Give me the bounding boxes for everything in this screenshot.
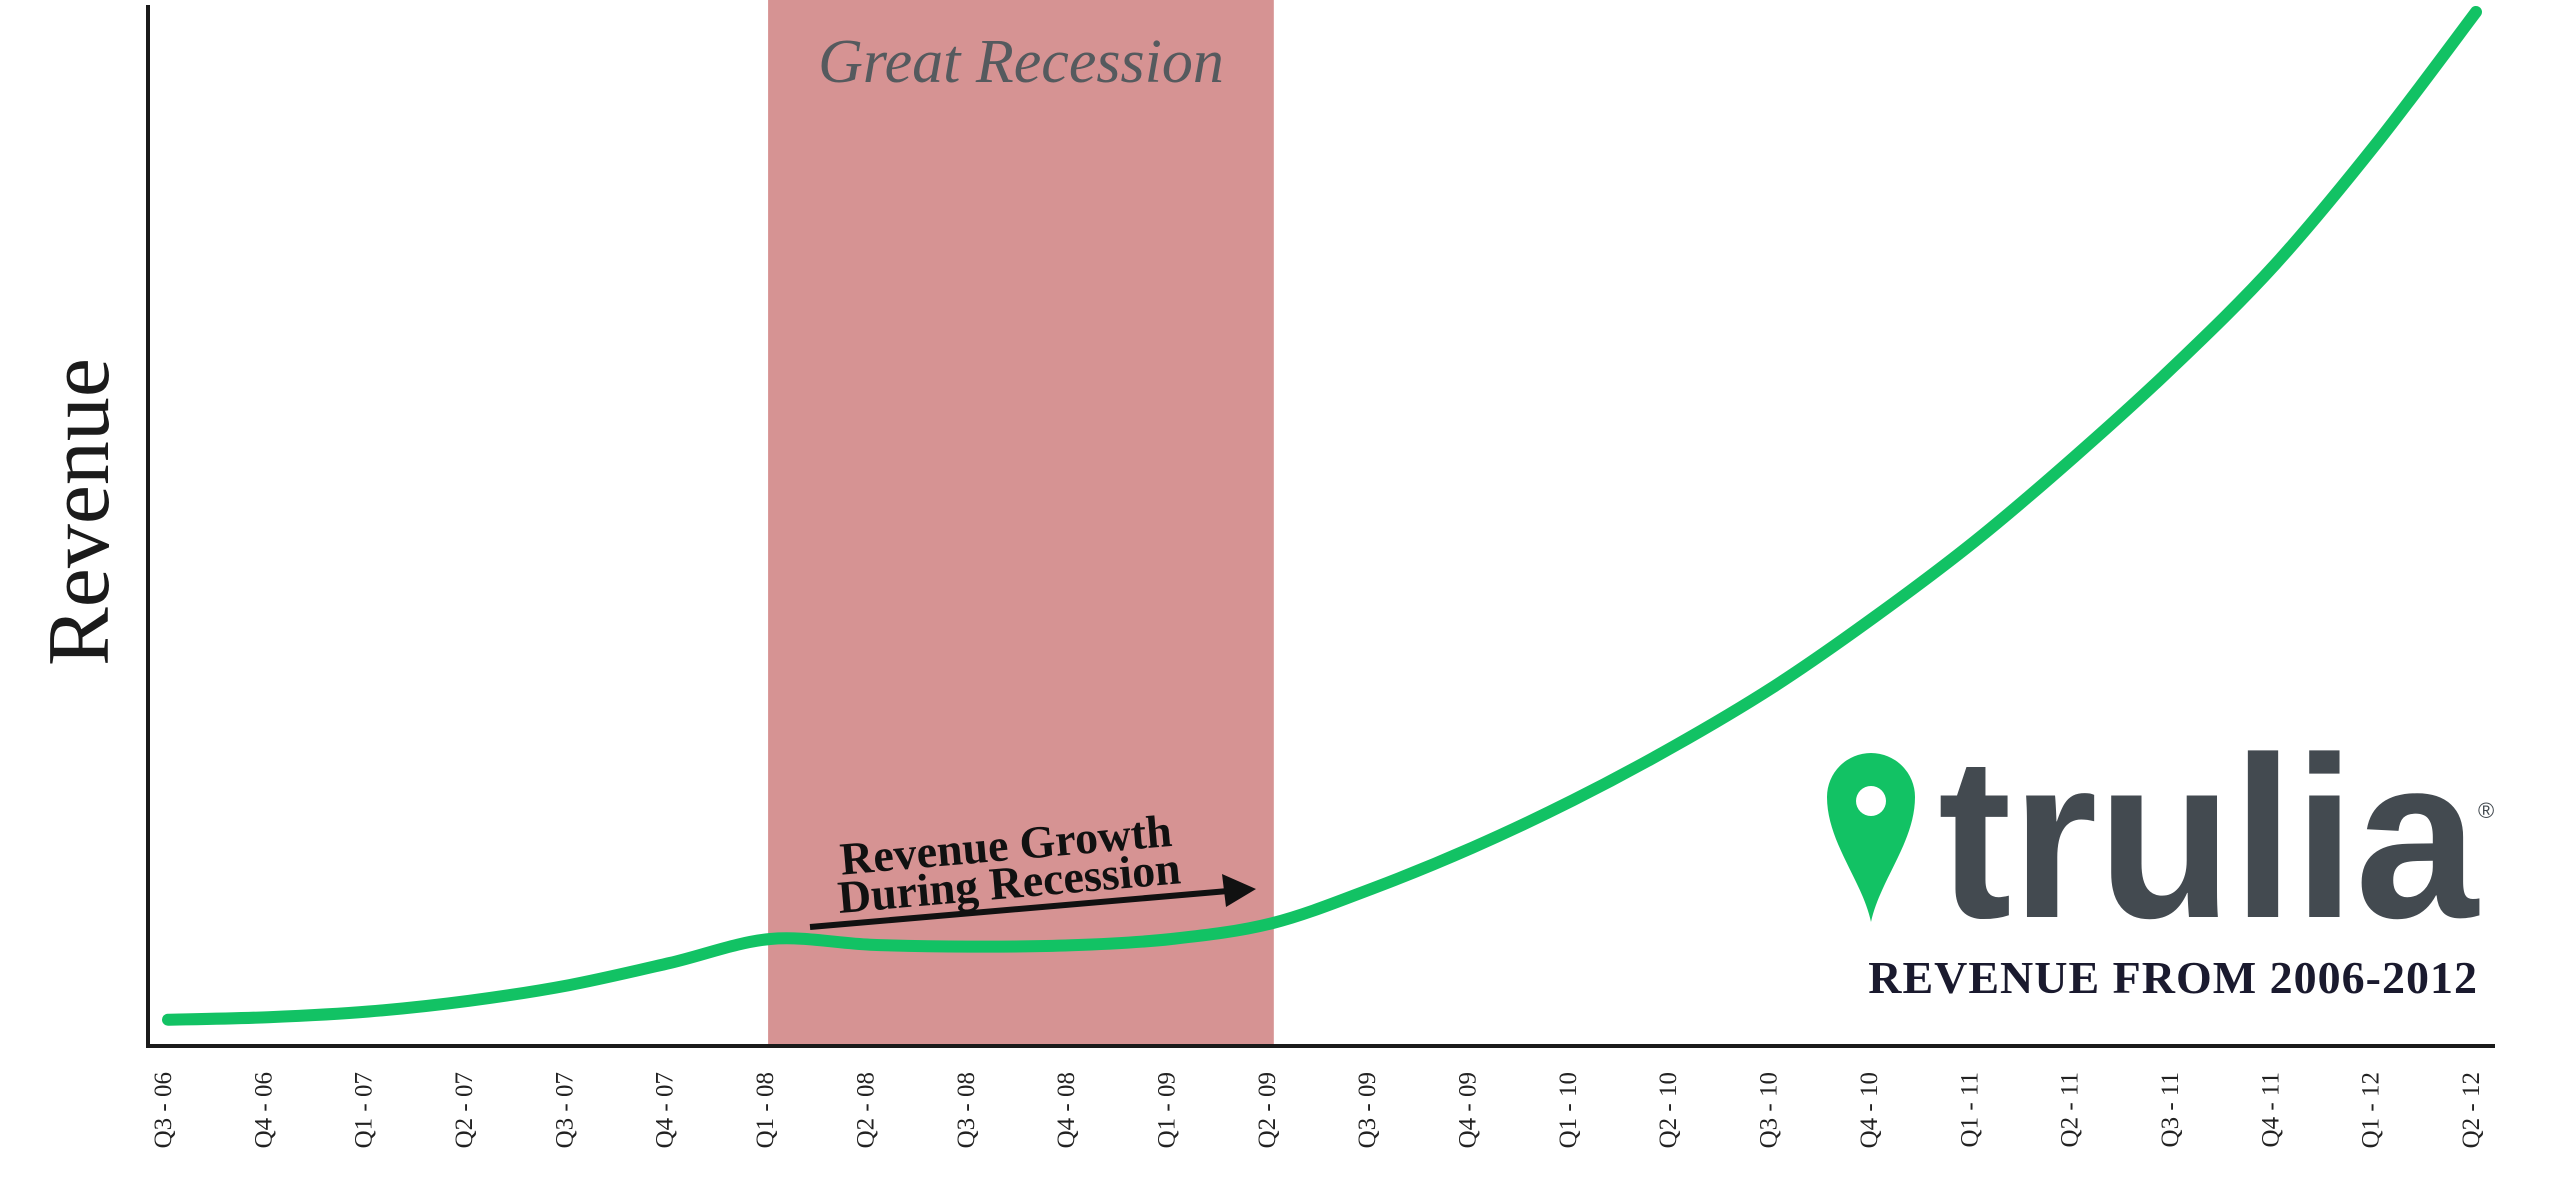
registered-mark: ®	[2478, 798, 2494, 823]
data-point	[1667, 741, 1679, 753]
x-tick-label: Q1 - 12	[2358, 1072, 2385, 1148]
x-tick-label: Q3 - 07	[551, 1072, 578, 1148]
data-point	[2370, 138, 2382, 150]
x-tick-label: Q2 - 11	[2057, 1072, 2084, 1147]
x-tick-label: Q3 - 10	[1756, 1072, 1783, 1148]
x-tick-label: Q1 - 07	[351, 1072, 378, 1148]
data-point	[1366, 883, 1378, 895]
x-tick-label: Q1 - 08	[752, 1072, 779, 1148]
recession-band	[768, 0, 1274, 1044]
revenue-line	[162, 6, 2482, 1026]
data-point	[262, 1011, 274, 1023]
x-tick-label: Q4 - 09	[1455, 1072, 1482, 1148]
logo-text: trulia	[1938, 709, 2480, 966]
data-point	[1165, 933, 1177, 945]
chart-subtitle: REVENUE FROM 2006-2012	[1868, 952, 2478, 1003]
map-pin-icon	[1827, 753, 1915, 922]
recession-label: Great Recession	[818, 28, 1224, 96]
data-point	[1467, 842, 1479, 854]
y-axis-label: Revenue	[31, 358, 128, 666]
x-tick-label: Q1 - 11	[1956, 1072, 1983, 1147]
x-tick-label: Q4 - 06	[250, 1072, 277, 1148]
x-tick-label: Q4 - 11	[2257, 1072, 2284, 1147]
x-tick-label: Q3 - 08	[953, 1072, 980, 1148]
data-point	[1868, 611, 1880, 623]
data-point	[664, 957, 676, 969]
x-tick-label: Q1 - 10	[1555, 1072, 1582, 1148]
data-point	[2470, 6, 2482, 18]
x-tick-label: Q2 - 12	[2458, 1072, 2485, 1148]
x-tick-label: Q3 - 09	[1354, 1072, 1381, 1148]
data-point	[1968, 536, 1980, 548]
x-tick-label: Q1 - 09	[1153, 1072, 1180, 1148]
x-tick-label: Q3 - 11	[2157, 1072, 2184, 1147]
trulia-logo: trulia ®	[1827, 709, 2494, 966]
x-tick-label: Q2 - 10	[1655, 1072, 1682, 1148]
data-point	[363, 1006, 375, 1018]
data-point	[162, 1014, 174, 1026]
data-point	[1567, 794, 1579, 806]
data-point	[764, 933, 776, 945]
x-tick-label: Q2 - 07	[451, 1072, 478, 1148]
x-tick-label: Q2 - 08	[852, 1072, 879, 1148]
data-point	[563, 979, 575, 991]
x-tick-label: Q4 - 08	[1053, 1072, 1080, 1148]
x-tick-label: Q3 - 06	[150, 1072, 177, 1148]
data-point	[864, 939, 876, 951]
data-point	[2069, 451, 2081, 463]
data-point	[1065, 939, 1077, 951]
data-point	[2169, 359, 2181, 371]
x-tick-label: Q4 - 07	[652, 1072, 679, 1148]
arrow-head-icon	[1222, 874, 1256, 907]
data-point	[965, 941, 977, 953]
x-tick-label: Q4 - 10	[1856, 1072, 1883, 1148]
data-point	[2269, 258, 2281, 270]
data-point	[1266, 917, 1278, 929]
data-point	[1768, 681, 1780, 693]
data-point	[463, 995, 475, 1007]
x-tick-label: Q2 - 09	[1254, 1072, 1281, 1148]
x-tick-labels: Q3 - 06 Q4 - 06 Q1 - 07 Q2 - 07 Q3 - 07 Q4 - …	[150, 1072, 2485, 1148]
annotation-arrow	[809, 888, 1229, 930]
